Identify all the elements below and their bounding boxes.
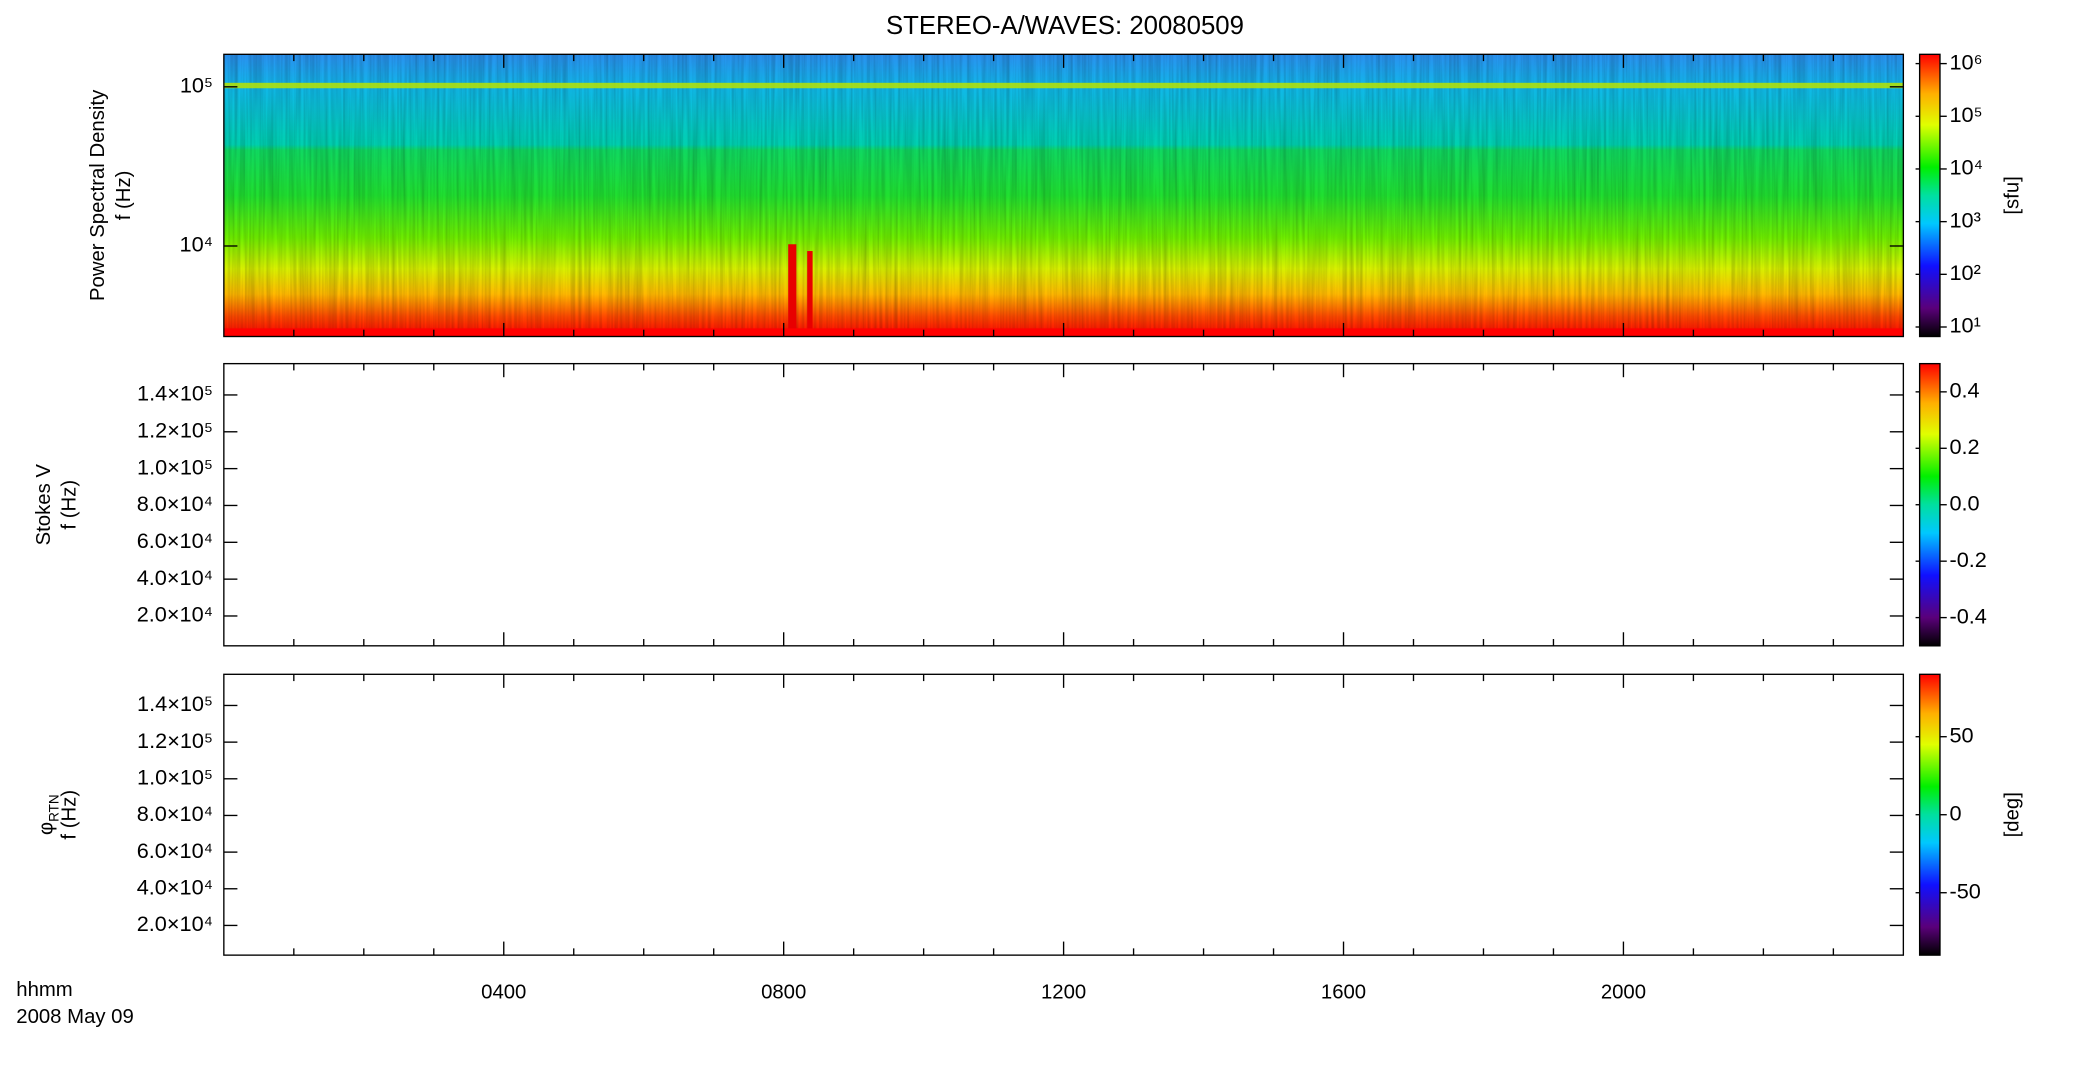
y-tick-label: 1.0×10⁵ [137,765,213,790]
y-tick-label: 6.0×10⁴ [137,838,213,863]
y-tick-label: 1.0×10⁵ [137,454,213,479]
colorbar-tick-label: 0.2 [1949,434,1979,459]
y-axis-label: f (Hz) [59,790,81,840]
y-axis-label-text: Power Spectral Density [87,89,109,301]
y-tick-label: 10⁵ [180,73,213,98]
y-axis-label-text: φ [36,822,58,835]
x-tick-label: 2000 [1601,981,1646,1003]
spectrogram-burst [788,244,797,337]
y-tick-label: 4.0×10⁴ [137,565,213,590]
colorbar-tick-label: -50 [1949,878,1980,903]
y-axis-label-text: f (Hz) [59,790,81,840]
colorbar [1918,673,1941,956]
colorbar-tick-label: 10⁶ [1949,49,1982,74]
y-tick-label: 4.0×10⁴ [137,875,213,900]
spectrogram-burst [807,251,813,337]
colorbar-tick-label: 0.0 [1949,490,1979,515]
y-tick-label: 1.4×10⁵ [137,381,213,406]
colorbar [1918,362,1941,647]
colorbar-tick-label: 50 [1949,722,1973,747]
y-tick-label: 8.0×10⁴ [137,491,213,516]
y-tick-label: 1.2×10⁵ [137,728,213,753]
y-axis-label: φRTN [36,794,61,835]
colorbar-tick-label: 0.4 [1949,378,1979,403]
plot-frame [223,673,1905,956]
y-axis-label: f (Hz) [113,171,135,221]
y-axis-label: Stokes V [33,464,55,546]
colorbar-tick-label: 10² [1949,260,1980,285]
x-axis-date: 2008 May 09 [16,1006,134,1028]
spectrogram-texture [223,54,1904,337]
colorbar-label: [sfu] [2002,176,2024,214]
y-axis-label: Power Spectral Density [87,89,109,301]
y-tick-label: 6.0×10⁴ [137,528,213,553]
colorbar-tick-label: 10⁴ [1949,155,1982,180]
colorbar-tick-label: 10⁵ [1949,102,1982,127]
spectrogram-line [223,82,1904,89]
y-axis-label-text: Stokes V [33,464,55,546]
x-tick-label: 0400 [481,981,526,1003]
chart-title: STEREO-A/WAVES: 20080509 [886,12,1244,40]
y-axis-label-text: f (Hz) [113,171,135,221]
x-tick-label: 0800 [761,981,806,1003]
colorbar-tick-label: 10³ [1949,207,1980,232]
y-tick-label: 10⁴ [180,232,213,257]
colorbar-tick-label: -0.2 [1949,547,1986,572]
y-tick-label: 1.2×10⁵ [137,418,213,443]
y-axis-label-text: f (Hz) [59,480,81,530]
x-axis-label: hhmm [16,979,72,1001]
y-axis-label: f (Hz) [59,480,81,530]
y-tick-label: 1.4×10⁵ [137,691,213,716]
y-tick-label: 8.0×10⁴ [137,801,213,826]
colorbar-label: [deg] [2002,792,2024,837]
plot-frame [223,362,1905,647]
colorbar-tick-label: 0 [1949,800,1961,825]
colorbar-tick-label: -0.4 [1949,603,1986,628]
colorbar-tick-label: 10¹ [1949,313,1980,338]
x-tick-label: 1600 [1321,981,1366,1003]
colorbar [1918,53,1941,338]
y-axis-label-subscript: RTN [46,794,61,822]
y-tick-label: 2.0×10⁴ [137,602,213,627]
y-tick-label: 2.0×10⁴ [137,911,213,936]
x-tick-label: 1200 [1041,981,1086,1003]
